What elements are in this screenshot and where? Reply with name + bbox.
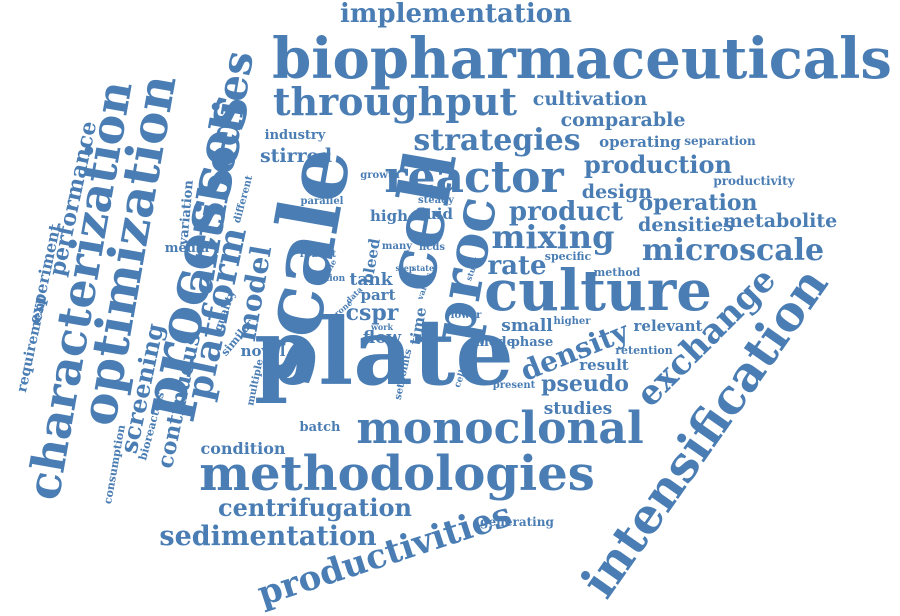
word-strategies: strategies: [413, 123, 580, 158]
word-work: work: [370, 322, 393, 332]
word-comparable: comparable: [561, 109, 686, 131]
word-phase: phase: [511, 335, 554, 350]
word-culture: culture: [484, 258, 712, 324]
word-media: media: [165, 241, 210, 256]
word-sedimentation: sedimentation: [159, 521, 377, 552]
word-microscale: microscale: [642, 233, 824, 268]
word-hcds: hcds: [419, 242, 445, 253]
word-tank: tank: [349, 270, 393, 290]
word-mixing: mixing: [492, 218, 615, 256]
word-step: step: [396, 263, 415, 273]
word-stirred: stirred: [260, 145, 332, 167]
word-operating: operating: [599, 133, 681, 151]
word-biopharmaceuticals: biopharmaceuticals: [272, 26, 892, 92]
word-higher: higher: [554, 316, 592, 327]
word-implementation: implementation: [340, 0, 572, 29]
word-variation: variation: [176, 179, 197, 247]
word-mode: mode: [475, 335, 515, 350]
word-production: production: [584, 150, 732, 179]
word-fluid: fluid: [415, 205, 454, 223]
word-novel: novel: [241, 342, 286, 360]
word-metabolite: metabolite: [723, 210, 838, 232]
word-studies: studies: [544, 399, 613, 419]
word-separation: separation: [684, 134, 756, 148]
word-reactor: reactor: [384, 152, 564, 203]
word-growth: growth: [360, 170, 400, 181]
word-pseudo: pseudo: [541, 371, 629, 397]
word-consumption: consumption: [101, 424, 128, 505]
word-option: option: [313, 274, 346, 284]
word-lower: lower: [451, 310, 482, 321]
word-present: present: [493, 380, 536, 391]
word-many: many: [382, 241, 413, 252]
word-specific: specific: [545, 250, 592, 263]
word-centrifugation: centrifugation: [218, 493, 412, 522]
word-retention: retention: [615, 344, 672, 357]
word-methodologies: methodologies: [199, 446, 595, 502]
word-small: small: [501, 316, 553, 336]
word-flow: flow: [363, 328, 402, 348]
word-generating: generating: [480, 515, 554, 529]
word-state: state: [412, 263, 434, 273]
word-cspr: cspr: [346, 300, 399, 326]
word-relevant: relevant: [634, 317, 703, 335]
word-high: high: [370, 207, 408, 225]
word-batch: batch: [300, 420, 341, 435]
word-design: design: [582, 181, 653, 203]
word-rate: rate: [487, 251, 546, 281]
word-operation: operation: [638, 190, 757, 216]
word-plate: plate: [254, 298, 514, 406]
word-part: part: [360, 286, 395, 304]
word-productivity: productivity: [713, 174, 795, 188]
word-robust: robust: [300, 249, 337, 260]
word-densities: densities: [638, 214, 734, 236]
word-monoclonal: monoclonal: [356, 403, 643, 454]
word-method: method: [594, 266, 641, 279]
word-condition: condition: [200, 439, 285, 458]
word-parallel: parallel: [301, 196, 344, 207]
word-result: result: [579, 356, 628, 374]
word-industry: industry: [265, 128, 326, 143]
word-throughput: throughput: [273, 79, 518, 124]
word-steady: steady: [418, 195, 455, 206]
word-cultivation: cultivation: [533, 88, 648, 110]
word-product: product: [509, 197, 623, 227]
